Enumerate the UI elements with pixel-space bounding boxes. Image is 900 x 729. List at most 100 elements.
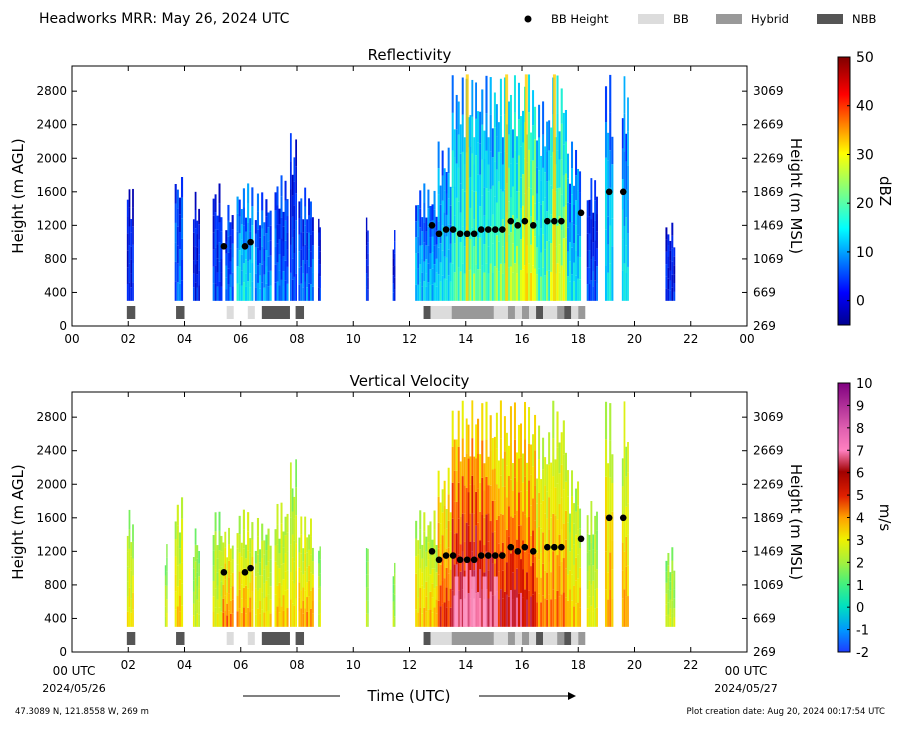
legend-hybrid-swatch <box>716 14 742 24</box>
echo-cell <box>495 519 498 556</box>
echo-cell <box>425 566 428 582</box>
echo-cell <box>548 464 551 498</box>
echo-cell <box>212 283 215 301</box>
echo-cell <box>419 190 422 209</box>
echo-cell <box>437 194 440 222</box>
echo-cell <box>467 593 470 627</box>
echo-cell <box>284 260 287 281</box>
echo-cell <box>174 203 177 223</box>
echo-cell <box>562 420 565 455</box>
echo-cell <box>505 465 508 498</box>
legend-bb-swatch <box>638 14 664 24</box>
echo-cell <box>575 175 578 201</box>
x-tick-label: 14 <box>458 332 473 346</box>
echo-cell <box>261 282 264 301</box>
echo-cell <box>244 585 248 600</box>
echo-cell <box>130 542 133 557</box>
echo-cell <box>269 240 272 256</box>
bb-type-segment <box>522 632 530 645</box>
echo-cell <box>164 585 167 597</box>
echo-cell <box>526 462 529 491</box>
echo-cell <box>550 214 553 244</box>
echo-cell <box>556 75 559 114</box>
echo-cell <box>536 140 539 168</box>
echo-cell <box>609 514 612 553</box>
echo-cell <box>178 611 181 627</box>
echo-cell <box>530 596 533 627</box>
echo-cell <box>491 157 494 186</box>
echo-cell <box>607 132 610 161</box>
echo-cell <box>515 481 518 511</box>
echo-cell <box>194 282 197 301</box>
echo-cell <box>564 269 567 301</box>
echo-cell <box>459 516 462 545</box>
echo-cell <box>447 494 450 521</box>
echo-cell <box>220 551 223 567</box>
echo-cell <box>550 489 553 518</box>
echo-cell <box>318 601 320 615</box>
echo-cell <box>298 611 301 627</box>
y-tick-label: 1600 <box>36 511 67 525</box>
echo-cell <box>311 231 314 246</box>
echo-cell <box>459 124 462 154</box>
echo-cell <box>439 185 442 205</box>
echo-cell <box>280 544 283 565</box>
echo-cell <box>461 476 464 514</box>
echo-cell <box>254 260 257 274</box>
echo-cell <box>256 554 260 573</box>
echo-cell <box>465 453 468 488</box>
echo-cell <box>439 543 442 565</box>
echo-cell <box>489 521 492 557</box>
echo-cell <box>459 242 462 272</box>
echo-cell <box>425 286 428 301</box>
echo-cell <box>295 459 297 488</box>
echo-cell <box>269 210 272 226</box>
echo-cell <box>560 594 563 627</box>
x-end-date: 2024/05/27 <box>714 682 777 695</box>
echo-cell <box>542 563 545 596</box>
echo-cell <box>419 282 422 301</box>
echo-cell <box>590 605 593 627</box>
colorbar-tick-label: 3 <box>856 534 864 549</box>
echo-cell <box>579 236 582 258</box>
echo-cell <box>302 246 305 261</box>
echo-cell <box>611 273 614 301</box>
echo-cell <box>493 127 496 162</box>
echo-cell <box>457 201 460 235</box>
echo-cell <box>519 270 522 301</box>
echo-cell <box>621 514 624 543</box>
echo-cell <box>310 608 312 627</box>
echo-cell <box>590 563 593 585</box>
echo-cell <box>560 88 563 124</box>
echo-cell <box>475 593 478 627</box>
echo-cell <box>497 460 500 489</box>
echo-cell <box>212 550 215 566</box>
echo-cell <box>220 259 223 273</box>
echo-cell <box>461 189 464 227</box>
echo-cell <box>627 472 629 504</box>
echo-cell <box>274 578 277 595</box>
echo-cell <box>254 601 257 615</box>
echo-cell <box>540 252 543 277</box>
echo-cell <box>493 436 496 469</box>
echo-cell <box>423 531 426 551</box>
echo-cell <box>548 594 551 627</box>
echo-cell <box>236 533 239 549</box>
echo-cell <box>439 243 442 263</box>
echo-cell <box>259 237 262 251</box>
echo-cell <box>515 273 518 301</box>
echo-cell <box>228 593 230 611</box>
echo-cell <box>174 222 177 243</box>
echo-cell <box>196 274 199 288</box>
echo-cell <box>365 574 368 588</box>
echo-cell <box>560 497 563 530</box>
echo-cell <box>544 146 547 173</box>
echo-cell <box>481 159 484 196</box>
echo-cell <box>499 438 502 476</box>
echo-cell <box>471 79 474 117</box>
echo-cell <box>435 585 438 600</box>
echo-cell <box>573 544 576 565</box>
echo-cell <box>611 540 614 570</box>
echo-cell <box>286 283 289 301</box>
echo-cell <box>365 548 368 562</box>
